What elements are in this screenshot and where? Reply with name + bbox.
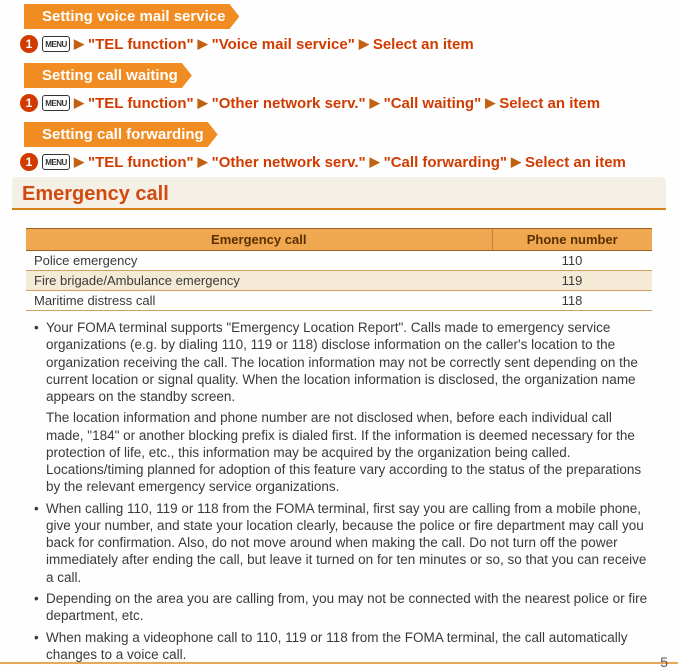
- section-tab-callwaiting: Setting call waiting: [24, 63, 192, 88]
- emergency-table: Emergency call Phone number Police emerg…: [26, 228, 652, 311]
- table-cell: 118: [492, 291, 652, 311]
- step-text: "Other network serv.": [212, 154, 366, 171]
- arrow-icon: ▶: [511, 154, 521, 170]
- steps-voicemail: 1 MENU ▶ "TEL function" ▶ "Voice mail se…: [20, 35, 666, 53]
- page-number: 5: [660, 654, 668, 670]
- step-text: "TEL function": [88, 154, 194, 171]
- bullet-item: Your FOMA terminal supports "Emergency L…: [34, 319, 648, 405]
- step-text: Select an item: [499, 95, 600, 112]
- step-text: "Call waiting": [384, 95, 482, 112]
- step-number: 1: [20, 153, 38, 171]
- arrow-icon: ▶: [74, 95, 84, 111]
- bullet-item: Depending on the area you are calling fr…: [34, 590, 648, 625]
- menu-icon: MENU: [42, 154, 70, 170]
- steps-callwaiting: 1 MENU ▶ "TEL function" ▶ "Other network…: [20, 94, 666, 112]
- menu-icon: MENU: [42, 95, 70, 111]
- arrow-icon: ▶: [198, 154, 208, 170]
- table-cell: Fire brigade/Ambulance emergency: [26, 271, 492, 291]
- arrow-icon: ▶: [74, 154, 84, 170]
- bullet-item: When calling 110, 119 or 118 from the FO…: [34, 500, 648, 586]
- step-number: 1: [20, 35, 38, 53]
- table-cell: Maritime distress call: [26, 291, 492, 311]
- table-cell: 110: [492, 251, 652, 271]
- table-row: Police emergency 110: [26, 251, 652, 271]
- table-cell: Police emergency: [26, 251, 492, 271]
- arrow-icon: ▶: [370, 95, 380, 111]
- bullet-item: When making a videophone call to 110, 11…: [34, 629, 648, 664]
- bullet-sub: The location information and phone numbe…: [34, 409, 648, 495]
- step-text: Select an item: [373, 36, 474, 53]
- table-cell: 119: [492, 271, 652, 291]
- arrow-icon: ▶: [74, 36, 84, 52]
- table-header: Phone number: [492, 229, 652, 251]
- step-text: "TEL function": [88, 36, 194, 53]
- section-tab-callforward: Setting call forwarding: [24, 122, 218, 147]
- steps-callforward: 1 MENU ▶ "TEL function" ▶ "Other network…: [20, 153, 666, 171]
- table-header: Emergency call: [26, 229, 492, 251]
- section-tab-voicemail: Setting voice mail service: [24, 4, 239, 29]
- step-text: "Other network serv.": [212, 95, 366, 112]
- step-text: "TEL function": [88, 95, 194, 112]
- menu-icon: MENU: [42, 36, 70, 52]
- footer-line: [0, 662, 678, 664]
- arrow-icon: ▶: [198, 36, 208, 52]
- table-row: Fire brigade/Ambulance emergency 119: [26, 271, 652, 291]
- arrow-icon: ▶: [359, 36, 369, 52]
- arrow-icon: ▶: [485, 95, 495, 111]
- arrow-icon: ▶: [198, 95, 208, 111]
- bullets-list: Your FOMA terminal supports "Emergency L…: [34, 319, 648, 663]
- step-text: "Call forwarding": [384, 154, 507, 171]
- step-text: "Voice mail service": [212, 36, 355, 53]
- emergency-title: Emergency call: [12, 177, 666, 210]
- step-number: 1: [20, 94, 38, 112]
- arrow-icon: ▶: [370, 154, 380, 170]
- step-text: Select an item: [525, 154, 626, 171]
- table-row: Maritime distress call 118: [26, 291, 652, 311]
